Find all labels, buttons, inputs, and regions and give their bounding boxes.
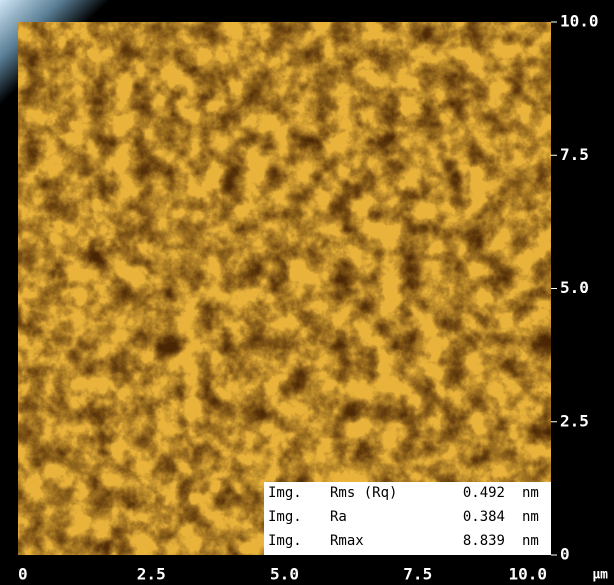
stat-name: Rms (Rq) (330, 485, 397, 501)
stat-unit: nm (522, 509, 539, 525)
stats-box: Img. Rms (Rq) 0.492 nm Img. Ra 0.384 nm Img. Rmax… (264, 482, 551, 555)
stat-name: Ra (330, 509, 347, 525)
x-tick-label: 2.5 (137, 565, 166, 584)
x-unit: µm (592, 568, 608, 583)
y-tick-label: 2.5 (560, 411, 589, 430)
y-tick-label: 7.5 (560, 145, 589, 164)
stat-prefix: Img. (268, 485, 302, 501)
afm-view: Img. Rms (Rq) 0.492 nm Img. Ra 0.384 nm Img. Rmax… (0, 0, 614, 585)
stat-prefix: Img. (268, 533, 302, 549)
stats-bg (264, 482, 551, 555)
stat-name: Rmax (330, 533, 364, 549)
stat-value: 0.492 (463, 485, 505, 501)
x-tick-label: 10.0 (508, 565, 547, 584)
x-tick-label: 5.0 (270, 565, 299, 584)
stat-value: 0.384 (463, 509, 505, 525)
stat-value: 8.839 (463, 533, 505, 549)
afm-texture (18, 22, 551, 555)
y-tick-label: 10.0 (560, 12, 599, 31)
stat-unit: nm (522, 533, 539, 549)
y-tick-label: 5.0 (560, 278, 589, 297)
x-tick-label: 7.5 (403, 565, 432, 584)
stat-prefix: Img. (268, 509, 302, 525)
x-tick-label: 0 (18, 565, 28, 584)
stat-unit: nm (522, 485, 539, 501)
y-tick-label: 0 (560, 545, 570, 564)
